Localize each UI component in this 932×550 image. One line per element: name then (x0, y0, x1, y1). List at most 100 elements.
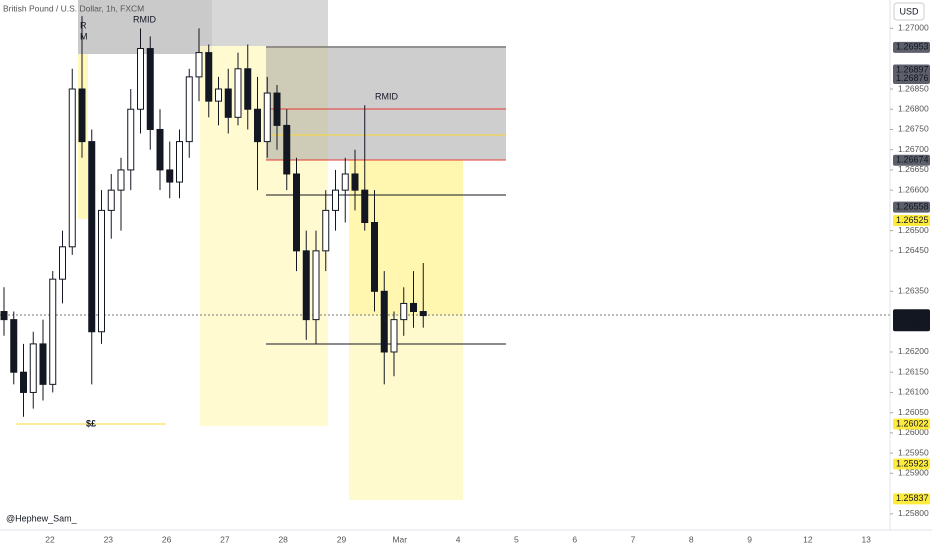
candle-body (312, 250, 320, 321)
x-tick-label: Mar (392, 534, 407, 544)
x-tick-label: 29 (337, 534, 347, 544)
candle-body (117, 169, 125, 191)
watermark: @Hephew_Sam_ (6, 513, 78, 523)
price-badge (893, 72, 930, 84)
y-tick-label: 1.27000 (898, 23, 929, 33)
x-tick-label: 13 (861, 534, 871, 544)
price-badge-label: 1.26674 (896, 155, 929, 165)
y-tick-label: 1.25950 (898, 447, 929, 457)
x-tick-label: 26 (162, 534, 172, 544)
candle-body (205, 52, 213, 102)
price-badge-label: 1.26876 (896, 73, 929, 83)
price-badge-label: 1.26953 (896, 42, 929, 52)
candle-body (244, 68, 252, 110)
y-tick-label: 1.26150 (898, 366, 929, 376)
candle-body (254, 108, 261, 143)
x-tick-label: 7 (631, 534, 636, 544)
candle-body (322, 209, 330, 252)
price-badge (893, 214, 930, 226)
y-tick-label: 1.26350 (898, 286, 929, 296)
y-tick-label: 1.26700 (898, 144, 929, 154)
candle-body (293, 173, 300, 252)
candle-body (410, 302, 417, 313)
x-tick-label: 22 (45, 534, 55, 544)
zone (78, 0, 212, 54)
candle-body (127, 108, 135, 171)
candle-body (166, 169, 174, 183)
candle-body (361, 189, 369, 224)
candle-body (29, 343, 37, 393)
candle-body (176, 141, 183, 183)
price-badge-label: 1.26558 (896, 202, 929, 212)
price-badge (893, 493, 930, 505)
y-tick-label: 1.26000 (898, 427, 929, 437)
candle-body (185, 76, 193, 143)
annotation: RMID (375, 91, 398, 101)
x-tick-label: 27 (220, 534, 230, 544)
candle-body (371, 222, 378, 292)
x-tick-label: 5 (514, 534, 519, 544)
candle-body (78, 88, 86, 143)
x-tick-label: 9 (747, 534, 752, 544)
zone (266, 46, 506, 160)
candle-body (137, 48, 144, 110)
annotation: RMID (133, 14, 156, 24)
candle-body (146, 48, 154, 130)
y-tick-label: 1.26200 (898, 346, 929, 356)
y-tick-label: 1.26100 (898, 387, 929, 397)
price-badge (893, 309, 930, 332)
y-tick-label: 1.25900 (898, 468, 929, 478)
candle-body (0, 311, 8, 321)
y-tick-label: 1.26850 (898, 83, 929, 93)
candle-body (49, 278, 57, 385)
price-badge (893, 201, 930, 213)
price-badge-label: 1.26525 (896, 215, 929, 225)
y-tick-label: 1.26800 (898, 103, 929, 113)
x-tick-label: 23 (104, 534, 114, 544)
price-badge (893, 64, 930, 76)
zone (349, 160, 463, 315)
price-badge (893, 458, 930, 470)
candle-body (341, 173, 349, 191)
candle-body (195, 52, 203, 78)
candle-body (10, 319, 18, 373)
annotation: R (80, 20, 87, 30)
price-badge (893, 41, 930, 53)
x-tick-label: 28 (278, 534, 288, 544)
candle-body (419, 311, 427, 317)
price-badge-label: 1.26897 (896, 64, 929, 74)
candle-body (68, 88, 76, 248)
candle-body (107, 189, 115, 211)
candle-body (302, 250, 310, 321)
currency[interactable]: USD (899, 6, 919, 16)
annotation: M (80, 31, 88, 41)
price-badge (893, 154, 930, 166)
y-tick-label: 1.26500 (898, 225, 929, 235)
zone (212, 0, 328, 46)
candle-body (234, 68, 242, 118)
currency-button[interactable] (893, 2, 925, 21)
y-tick-label: 1.26650 (898, 164, 929, 174)
candle-body (400, 302, 408, 321)
price-badge-label: 1.25837 (896, 493, 929, 503)
candle-body (88, 141, 96, 333)
price-badge-label: 1.26022 (896, 418, 929, 428)
price-badge-label: 1.26292 (896, 309, 929, 319)
price-badge-label: 1.25923 (896, 458, 929, 468)
y-tick-label: 1.26050 (898, 407, 929, 417)
price-axis (890, 0, 932, 550)
candle-body (390, 319, 398, 353)
annotation: $£ (86, 418, 96, 428)
x-tick-label: 12 (803, 534, 813, 544)
x-tick-label: 6 (572, 534, 577, 544)
countdown: 55:13 (898, 319, 921, 329)
x-tick-label: 4 (456, 534, 461, 544)
y-tick-label: 1.25800 (898, 508, 929, 518)
candle-body (59, 246, 66, 280)
candle-body (283, 124, 291, 175)
candle-body (263, 92, 271, 143)
x-tick-label: 8 (689, 534, 694, 544)
candle-body (215, 88, 222, 102)
y-tick-label: 1.26450 (898, 245, 929, 255)
